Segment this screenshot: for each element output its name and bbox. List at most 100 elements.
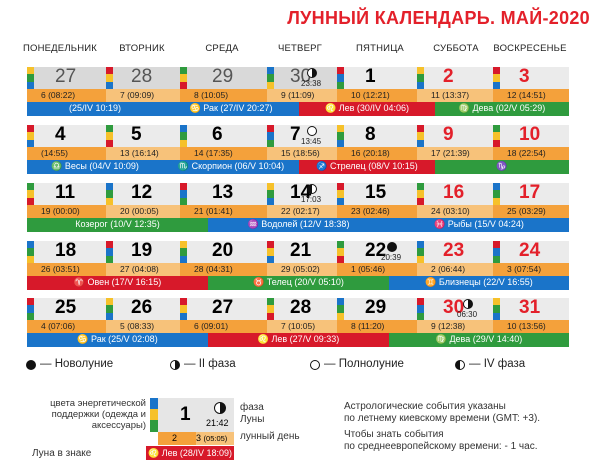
lunar-day: 6 (08:22) <box>41 90 76 100</box>
day-cell: 29 <box>337 298 417 320</box>
zodiac-segment: ♎ Весы (04/V 10:09) <box>27 160 163 174</box>
color-stripes <box>417 125 424 147</box>
day-cell: 28 <box>267 298 337 320</box>
color-stripes <box>493 125 500 147</box>
lunar-day: 24 (03:10) <box>431 206 470 216</box>
day-cell: 4 <box>27 125 106 147</box>
zodiac-segment: ♓ Рыбы (15/V 04:24) <box>389 218 569 232</box>
lunar-day-band: 26 (03:51) <box>27 263 106 276</box>
day-cell: 10 <box>493 125 569 147</box>
day-number: 27 <box>55 67 77 87</box>
zodiac-band-row: ♋ Рак (25/V 02:08) ♌ Лев (27/V 09:33) ♍ Де… <box>27 333 569 347</box>
color-stripes <box>417 183 424 205</box>
day-cell: 8 <box>337 125 417 147</box>
day-number: 18 <box>55 241 77 261</box>
color-stripes <box>267 125 274 147</box>
day-number: 8 <box>365 125 376 145</box>
zodiac-segment: Козерог (10/V 12:35) <box>27 218 208 232</box>
sample-lunar-band: 2 3 (05:05) <box>158 432 234 445</box>
sample-cell: 1 21:42 <box>158 398 234 432</box>
zodiac-label: ♊ Близнецы (22/V 16:55) <box>425 277 533 287</box>
color-stripes <box>180 298 187 320</box>
color-stripes <box>27 298 34 320</box>
day-number: 20 <box>212 241 234 261</box>
zodiac-segment: ♍ Дева (29/V 14:40) <box>389 333 569 347</box>
second-phase-icon <box>307 68 317 78</box>
zodiac-band-row: ♈ Овен (17/V 16:15) ♉ Телец (20/V 05:10) ♊… <box>27 276 569 290</box>
page-title: ЛУННЫЙ КАЛЕНДАРЬ. МАЙ-2020 <box>287 8 590 28</box>
lunar-day: 11 (13:37) <box>431 90 470 100</box>
color-stripes <box>267 298 274 320</box>
color-stripes <box>493 183 500 205</box>
lunar-day-label: лунный день <box>240 431 300 442</box>
day-number: 6 <box>212 125 223 145</box>
day-cell: 11 <box>27 183 106 205</box>
day-cell: 21 <box>267 241 337 263</box>
lunar-day: 14 (17:35) <box>194 148 233 158</box>
note-line-2: по летнему киевскому времени (GMT: +3). <box>344 413 541 424</box>
day-number: 3 <box>519 67 530 87</box>
day-number: 15 <box>365 183 387 203</box>
lunar-day-band: 6 (08:22) <box>27 89 106 102</box>
new-moon-icon <box>26 360 36 370</box>
colors-label: цвета энергетической поддержки (одежда и… <box>50 398 146 431</box>
day-number: 31 <box>519 298 541 318</box>
zodiac-label: ♏ Скорпион (06/V 10:04) <box>177 161 285 171</box>
lunar-day-band: 20 (00:05) <box>106 205 180 218</box>
lunar-day-band: 15 (18:56) <box>267 147 337 160</box>
full-phase-icon <box>307 126 317 136</box>
color-stripes <box>337 67 344 89</box>
day-cell: 27 <box>27 67 106 89</box>
zodiac-label: Козерог (10/V 12:35) <box>75 219 160 229</box>
day-number: 5 <box>131 125 142 145</box>
legend-second-phase: — II фаза <box>184 358 236 370</box>
day-number: 12 <box>131 183 153 203</box>
day-cell: 9 <box>417 125 493 147</box>
lunar-day-band: 19 (00:00) <box>27 205 106 218</box>
sample-moon-sign: ♌ Лев (28/IV 18:09) <box>146 446 234 460</box>
sample-phase-time: 21:42 <box>206 418 229 428</box>
color-stripes <box>106 183 113 205</box>
color-stripes <box>106 125 113 147</box>
day-cell: 18 <box>27 241 106 263</box>
lunar-day: 12 (14:51) <box>507 90 546 100</box>
zodiac-label: ♎ Весы (04/V 10:09) <box>51 161 139 171</box>
day-number: 22 <box>365 241 387 261</box>
weekday-label: СРЕДА <box>205 43 239 54</box>
legend-fourth-phase: — IV фаза <box>469 358 526 370</box>
lunar-day-band: 24 (03:10) <box>417 205 493 218</box>
legend-new-moon: — Новолуние <box>40 358 114 370</box>
color-stripes <box>337 183 344 205</box>
day-number: 30 <box>443 298 465 318</box>
zodiac-segment: ♊ Близнецы (22/V 16:55) <box>389 276 569 290</box>
color-stripes <box>337 241 344 263</box>
day-cell: 31 <box>493 298 569 320</box>
lunar-day-band: 10 (13:56) <box>493 320 569 333</box>
lunar-day-band: 9 (12:38) <box>417 320 493 333</box>
day-number: 7 <box>290 125 301 145</box>
color-stripes <box>493 298 500 320</box>
color-stripes <box>267 67 274 89</box>
zodiac-segment: ♌ Лев (27/V 09:33) <box>208 333 389 347</box>
zodiac-segment: ♋ Рак (27/IV 20:27) <box>163 102 299 116</box>
day-number: 16 <box>443 183 465 203</box>
fourth-phase-icon <box>307 184 317 194</box>
lunar-day-band: 2 (06:44) <box>417 263 493 276</box>
zodiac-label: ♈ Овен (17/V 16:15) <box>73 277 162 287</box>
note-line-3: Чтобы знать события <box>344 429 444 440</box>
color-swatches <box>150 398 158 432</box>
color-stripes <box>180 183 187 205</box>
weekday-label: ПОНЕДЕЛЬНИК <box>22 43 98 54</box>
lunar-day: 10 (12:21) <box>351 90 390 100</box>
lunar-day: (14:55) <box>41 148 68 158</box>
zodiac-segment: ♒ Водолей (12/V 18:38) <box>208 218 389 232</box>
day-cell: 29 <box>180 67 267 89</box>
new-phase-icon <box>387 242 397 252</box>
day-cell: 28 <box>106 67 180 89</box>
day-cell: 5 <box>106 125 180 147</box>
day-cell: 15 <box>337 183 417 205</box>
color-stripes <box>27 125 34 147</box>
day-cell: 27 <box>180 298 267 320</box>
lunar-day-band: 28 (04:31) <box>180 263 267 276</box>
full-moon-icon <box>310 360 320 370</box>
